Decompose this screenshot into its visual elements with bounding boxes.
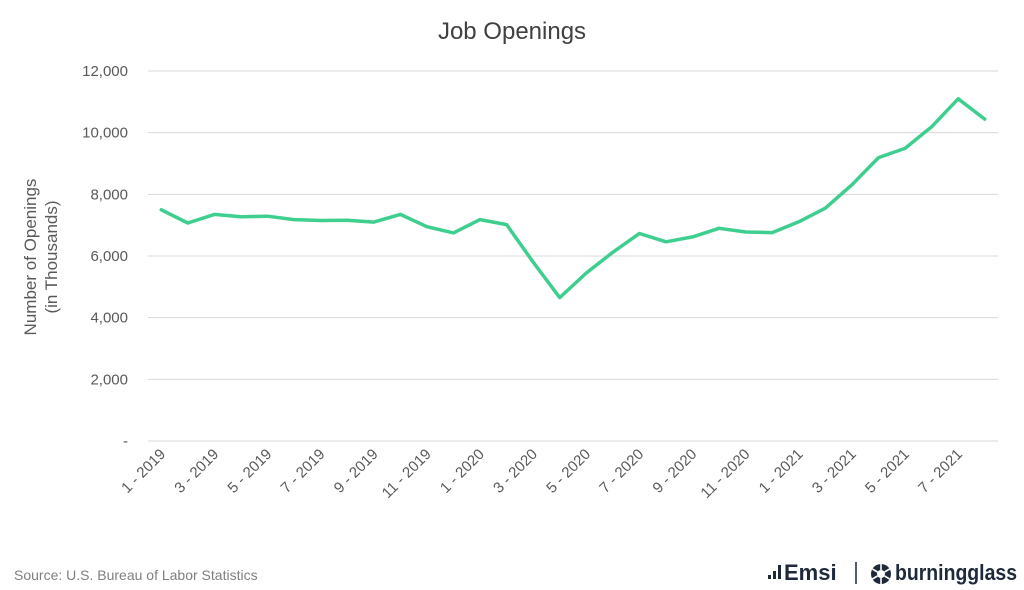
emsi-bar-icon: [778, 565, 781, 579]
x-tick-label: 3 - 2020: [490, 446, 541, 497]
x-tick-label: 5 - 2019: [224, 446, 275, 497]
gridlines: [148, 70, 998, 442]
data-point: [345, 218, 349, 222]
data-point: [558, 296, 562, 300]
data-point: [292, 218, 296, 222]
data-point: [319, 219, 323, 223]
x-tick-label: 11 - 2020: [697, 446, 753, 502]
y-axis-label-line-1: Number of Openings: [21, 179, 40, 336]
emsi-bar-icon: [773, 571, 776, 579]
x-tick-label: 3 - 2019: [171, 446, 222, 497]
series-line: [159, 97, 987, 300]
y-tick-label: 8,000: [90, 186, 128, 203]
data-point: [478, 218, 482, 222]
data-point: [372, 220, 376, 224]
source-note: Source: U.S. Bureau of Labor Statistics: [14, 567, 258, 583]
data-point: [930, 125, 934, 129]
data-point: [691, 235, 695, 239]
data-point: [531, 260, 535, 264]
data-point: [159, 208, 163, 212]
x-tick-label: 5 - 2021: [862, 446, 913, 497]
y-tick-label: 10,000: [82, 125, 128, 142]
y-tick-label: 6,000: [90, 248, 128, 265]
data-point: [770, 231, 774, 235]
y-tick-labels: - 2,000 4,000 6,000 8,000 10,000 12,000: [82, 63, 128, 450]
data-point: [717, 226, 721, 230]
x-tick-label: 9 - 2019: [331, 446, 382, 497]
y-tick-label: -: [123, 433, 128, 450]
data-point: [983, 117, 987, 121]
data-point: [850, 183, 854, 187]
emsi-logo: Emsi: [768, 560, 837, 585]
data-point: [425, 225, 429, 229]
y-axis-label-line-2: (in Thousands): [42, 200, 61, 313]
y-axis-label: Number of Openings (in Thousands): [21, 179, 61, 336]
data-point: [903, 146, 907, 150]
data-point: [797, 220, 801, 224]
data-point: [637, 231, 641, 235]
data-point: [956, 97, 960, 101]
data-point: [451, 231, 455, 235]
data-point: [664, 240, 668, 244]
x-tick-label: 9 - 2020: [649, 446, 700, 497]
data-point: [876, 156, 880, 160]
data-point: [505, 223, 509, 227]
x-tick-label: 1 - 2019: [118, 446, 169, 497]
x-tick-label: 1 - 2020: [437, 446, 488, 497]
x-tick-label: 11 - 2019: [379, 446, 435, 502]
data-point: [212, 212, 216, 216]
emsi-bar-icon: [768, 575, 771, 579]
x-tick-label: 7 - 2019: [278, 446, 329, 497]
burningglass-logo-text: burningglass: [895, 560, 1017, 585]
data-point: [266, 214, 270, 218]
data-point: [398, 212, 402, 216]
emsi-logo-text: Emsi: [784, 560, 837, 585]
x-tick-label: 3 - 2021: [809, 446, 860, 497]
x-tick-labels: 1 - 2019 3 - 2019 5 - 2019 7 - 2019 9 - 2019…: [118, 446, 966, 502]
data-point: [611, 250, 615, 254]
burningglass-logo: burningglass: [871, 560, 1017, 585]
x-tick-label: 1 - 2021: [756, 446, 807, 497]
y-tick-label: 2,000: [90, 371, 128, 388]
chart-title: Job Openings: [438, 18, 586, 45]
burningglass-gear-icon: [871, 564, 891, 584]
x-tick-label: 7 - 2021: [915, 446, 966, 497]
data-point: [584, 271, 588, 275]
data-point: [823, 206, 827, 210]
data-point: [239, 215, 243, 219]
data-point: [744, 230, 748, 234]
y-tick-label: 12,000: [82, 63, 128, 80]
x-tick-label: 5 - 2020: [543, 446, 594, 497]
series-job-openings: [159, 97, 987, 300]
x-tick-label: 7 - 2020: [596, 446, 647, 497]
data-point: [186, 221, 190, 225]
y-tick-label: 4,000: [90, 310, 128, 327]
